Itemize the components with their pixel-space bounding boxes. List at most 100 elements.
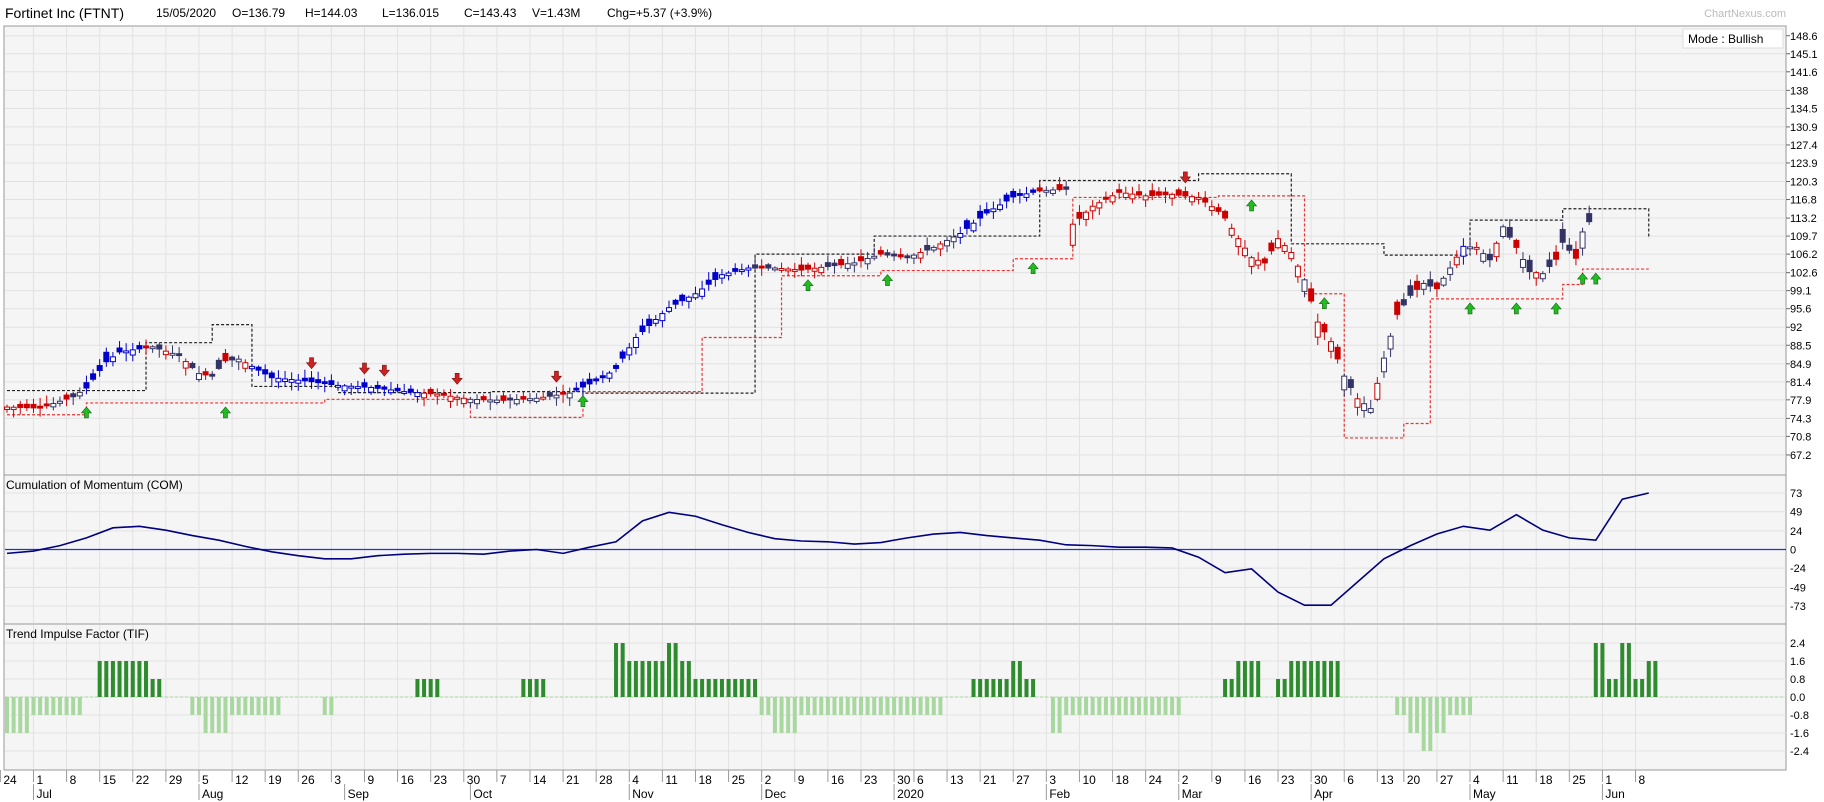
header-high: H=144.03 xyxy=(305,6,358,20)
tif-negative-bar xyxy=(1468,697,1473,715)
candle-body xyxy=(811,267,818,272)
candle-body xyxy=(394,387,401,392)
tif-positive-bar xyxy=(157,679,162,697)
candle-body xyxy=(202,371,209,376)
candle-body xyxy=(593,378,600,382)
candle-body xyxy=(977,210,984,219)
x-day-label: 27 xyxy=(1440,773,1454,787)
tif-positive-bar xyxy=(150,679,155,697)
tif-positive-bar xyxy=(422,679,427,697)
tif-positive-bar xyxy=(719,679,724,697)
x-day-label: 23 xyxy=(864,773,878,787)
price-tick-label: 70.8 xyxy=(1790,431,1811,443)
x-day-label: 8 xyxy=(1639,773,1646,787)
candle-body xyxy=(427,388,434,395)
candle-body xyxy=(30,403,37,409)
x-day-label: 30 xyxy=(467,773,481,787)
candle-body xyxy=(103,351,110,363)
tif-negative-bar xyxy=(236,697,241,715)
tif-negative-bar xyxy=(1395,697,1400,715)
candle-body xyxy=(831,262,838,267)
candle-body xyxy=(1129,193,1136,200)
candle-body xyxy=(242,362,249,369)
candle-body xyxy=(43,403,50,407)
tif-positive-bar xyxy=(647,661,652,697)
tif-positive-bar xyxy=(693,679,698,697)
price-panel xyxy=(3,25,1787,476)
candle-body xyxy=(1579,231,1586,249)
tif-negative-bar xyxy=(865,697,870,715)
x-day-label: 1 xyxy=(1605,773,1612,787)
header-change: Chg=+5.37 (+3.9%) xyxy=(607,6,712,20)
candle-body xyxy=(1268,242,1275,252)
tif-positive-bar xyxy=(1640,679,1645,697)
tif-negative-bar xyxy=(1170,697,1175,715)
candle-body xyxy=(321,381,328,385)
tif-positive-bar xyxy=(700,679,705,697)
price-tick-label: 148.6 xyxy=(1790,31,1818,43)
x-day-label: 28 xyxy=(599,773,613,787)
tif-positive-bar xyxy=(137,661,142,697)
candle-body xyxy=(493,399,500,403)
tif-positive-bar xyxy=(1329,661,1333,697)
tif-negative-bar xyxy=(64,697,69,715)
candle-body xyxy=(56,400,63,404)
com-tick-label: -24 xyxy=(1790,563,1806,575)
x-day-label: 11 xyxy=(665,773,678,787)
tif-negative-bar xyxy=(230,697,235,715)
buy-signal-arrow xyxy=(1027,262,1039,275)
candle-body xyxy=(10,406,17,411)
tif-positive-bar xyxy=(1335,661,1340,697)
candle-body xyxy=(70,393,77,398)
candle-body xyxy=(1089,205,1096,212)
candle-body xyxy=(262,369,269,375)
candle-body xyxy=(1407,285,1414,296)
tif-negative-bar xyxy=(772,697,777,733)
candle-body xyxy=(4,406,10,410)
tif-negative-bar xyxy=(203,697,208,733)
candle-body xyxy=(639,325,646,333)
tif-negative-bar xyxy=(1448,697,1453,715)
tif-positive-bar xyxy=(1236,661,1241,697)
x-day-label: 4 xyxy=(1473,773,1480,787)
candle-body xyxy=(123,350,130,354)
x-day-label: 11 xyxy=(1506,773,1519,787)
tif-negative-bar xyxy=(918,697,923,715)
candle-body xyxy=(963,220,970,229)
price-tick-label: 120.3 xyxy=(1790,176,1818,188)
candle-body xyxy=(487,399,494,403)
candle-body xyxy=(891,253,898,257)
candle-body xyxy=(182,361,189,369)
candle-body xyxy=(407,388,414,393)
tif-negative-bar xyxy=(911,697,916,715)
tif-negative-bar xyxy=(1434,697,1439,733)
tif-positive-bar xyxy=(1289,661,1294,697)
candle-body xyxy=(1526,259,1533,273)
tif-negative-bar xyxy=(872,697,877,715)
tif-negative-bar xyxy=(839,697,844,715)
candle-body xyxy=(222,352,229,362)
candle-body xyxy=(1354,398,1361,408)
tif-positive-bar xyxy=(746,679,751,697)
tif-positive-bar xyxy=(627,661,632,697)
x-month-label: Nov xyxy=(632,787,653,801)
x-day-label: 13 xyxy=(950,773,964,787)
tif-negative-bar xyxy=(1428,697,1433,751)
tif-tick-label: 2.4 xyxy=(1790,638,1805,650)
candle-body xyxy=(758,265,765,269)
buy-signal-arrow xyxy=(219,406,232,419)
candle-body xyxy=(387,389,394,394)
price-tick-label: 102.6 xyxy=(1790,268,1818,280)
tif-positive-bar xyxy=(1315,661,1320,697)
tif-positive-bar xyxy=(117,661,122,697)
candle-body xyxy=(917,252,924,259)
candle-body xyxy=(791,269,798,272)
candle-body xyxy=(666,307,672,312)
com-line xyxy=(6,492,1649,607)
candle-body xyxy=(864,257,871,265)
candle-body xyxy=(109,356,116,363)
candle-body xyxy=(1149,190,1156,197)
candle-body xyxy=(990,208,997,213)
candle-body xyxy=(1347,379,1354,388)
candle-body xyxy=(778,268,785,271)
